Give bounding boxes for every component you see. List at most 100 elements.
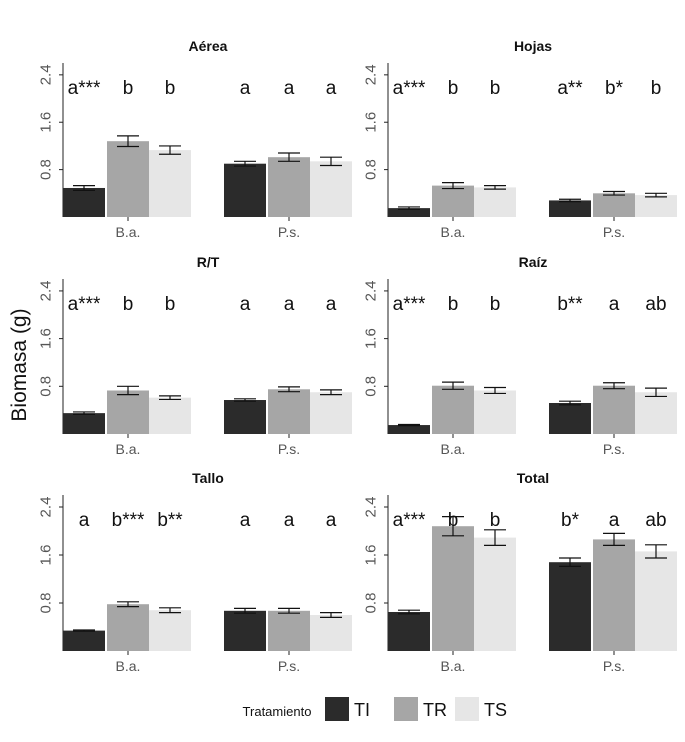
significance-label: b xyxy=(123,294,134,315)
bar-hojas-ps-ti xyxy=(549,200,591,217)
significance-label: a*** xyxy=(393,294,426,315)
x-tick-label: B.a. xyxy=(116,441,141,457)
bar-tallo-ba-tr xyxy=(107,604,149,651)
bar-r-t-ba-ts xyxy=(149,397,191,434)
y-tick-label: 1.6 xyxy=(38,328,55,349)
y-tick-label: 2.4 xyxy=(38,497,55,518)
legend-swatch-ti xyxy=(325,697,349,721)
significance-label: b** xyxy=(157,510,183,531)
panel-title: Tallo xyxy=(192,470,224,486)
bar-total-ba-ti xyxy=(388,612,430,651)
bar-r-t-ps-ti xyxy=(224,400,266,434)
bar-ra-z-ba-ti xyxy=(388,425,430,434)
significance-label: a*** xyxy=(393,78,426,99)
bar-total-ps-ti xyxy=(549,562,591,651)
y-tick-label: 0.8 xyxy=(38,376,55,397)
bar-hojas-ba-ti xyxy=(388,208,430,217)
y-tick-label: 2.4 xyxy=(363,64,380,85)
bar-hojas-ps-tr xyxy=(593,193,635,217)
significance-label: a xyxy=(284,78,295,99)
significance-label: ab xyxy=(645,294,666,315)
y-axis-label: Biomasa (g) xyxy=(8,308,31,421)
bar-ra-z-ps-ti xyxy=(549,403,591,434)
legend-title: Tratamiento xyxy=(243,704,312,719)
panel-5: Tallo 0.8 1.6 2.4 a b*** b** B.a. a a a P.s. xyxy=(38,470,352,674)
panel-title: Raíz xyxy=(519,254,548,270)
significance-label: b xyxy=(165,294,176,315)
significance-label: b* xyxy=(605,78,624,99)
bar-a-rea-ps-ts xyxy=(310,161,352,217)
significance-label: a xyxy=(240,510,251,531)
y-tick-label: 0.8 xyxy=(363,593,380,614)
bar-ra-z-ps-tr xyxy=(593,385,635,434)
bar-r-t-ps-ts xyxy=(310,392,352,434)
bar-ra-z-ba-ts xyxy=(474,390,516,434)
significance-label: b** xyxy=(557,294,583,315)
bar-tallo-ba-ts xyxy=(149,610,191,651)
x-tick-label: B.a. xyxy=(441,658,466,674)
significance-label: b xyxy=(651,78,662,99)
panel-6: Total 0.8 1.6 2.4 a*** b b B.a. b* a ab P.s. xyxy=(363,470,677,674)
significance-label: a xyxy=(284,510,295,531)
significance-label: b xyxy=(448,78,459,99)
y-tick-label: 1.6 xyxy=(38,112,55,133)
y-tick-label: 2.4 xyxy=(38,280,55,301)
panel-3: R/T 0.8 1.6 2.4 a*** b b B.a. a a a P.s. xyxy=(38,254,352,457)
significance-label: b xyxy=(448,510,459,531)
significance-label: b xyxy=(490,294,501,315)
x-tick-label: B.a. xyxy=(116,224,141,240)
significance-label: b*** xyxy=(112,510,145,531)
legend-swatch-ts xyxy=(455,697,479,721)
x-tick-label: B.a. xyxy=(441,224,466,240)
x-tick-label: P.s. xyxy=(603,224,625,240)
significance-label: b* xyxy=(561,510,580,531)
significance-label: a xyxy=(326,294,337,315)
bar-total-ba-ts xyxy=(474,537,516,651)
bar-a-rea-ps-tr xyxy=(268,157,310,217)
y-tick-label: 2.4 xyxy=(38,64,55,85)
legend-label-ti: TI xyxy=(354,700,370,720)
x-tick-label: P.s. xyxy=(278,658,300,674)
significance-label: a xyxy=(79,510,90,531)
y-tick-label: 0.8 xyxy=(363,159,380,180)
y-tick-label: 0.8 xyxy=(363,376,380,397)
panel-title: Hojas xyxy=(514,38,552,54)
significance-label: a xyxy=(240,78,251,99)
y-tick-label: 1.6 xyxy=(38,545,55,566)
bar-hojas-ba-tr xyxy=(432,185,474,217)
x-tick-label: P.s. xyxy=(603,441,625,457)
bar-ra-z-ba-tr xyxy=(432,385,474,434)
significance-label: a xyxy=(240,294,251,315)
bar-tallo-ps-ti xyxy=(224,610,266,651)
significance-label: a xyxy=(326,510,337,531)
significance-label: b xyxy=(165,78,176,99)
panel-4: Raíz 0.8 1.6 2.4 a*** b b B.a. b** a ab P.s. xyxy=(363,254,677,457)
bar-a-rea-ps-ti xyxy=(224,163,266,217)
significance-label: a xyxy=(326,78,337,99)
significance-label: b xyxy=(490,78,501,99)
x-tick-label: B.a. xyxy=(441,441,466,457)
bar-total-ps-ts xyxy=(635,551,677,651)
significance-label: a*** xyxy=(393,510,426,531)
significance-label: a xyxy=(609,294,620,315)
bar-total-ps-tr xyxy=(593,539,635,651)
legend-label-ts: TS xyxy=(484,700,507,720)
legend: Tratamiento TI TR TS xyxy=(243,697,507,721)
significance-label: a xyxy=(284,294,295,315)
bar-a-rea-ba-tr xyxy=(107,141,149,217)
significance-label: b xyxy=(123,78,134,99)
panel-title: Total xyxy=(517,470,549,486)
bar-hojas-ba-ts xyxy=(474,187,516,217)
bar-ra-z-ps-ts xyxy=(635,392,677,434)
y-tick-label: 0.8 xyxy=(38,159,55,180)
significance-label: a*** xyxy=(68,78,101,99)
bar-r-t-ba-tr xyxy=(107,390,149,434)
y-tick-label: 1.6 xyxy=(363,112,380,133)
bar-r-t-ps-tr xyxy=(268,389,310,434)
x-tick-label: B.a. xyxy=(116,658,141,674)
bar-a-rea-ba-ti xyxy=(63,187,105,217)
y-tick-label: 2.4 xyxy=(363,280,380,301)
bar-tallo-ps-ts xyxy=(310,615,352,651)
bar-a-rea-ba-ts xyxy=(149,150,191,217)
